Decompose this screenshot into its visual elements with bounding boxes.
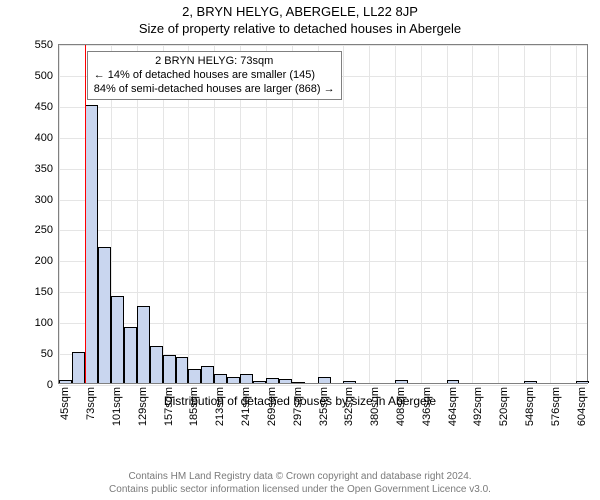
y-tick-label: 250 [35,224,53,236]
histogram-bar [343,381,356,383]
histogram-bar [214,374,227,383]
reference-line [85,45,86,383]
gridline-v [550,45,551,383]
chart-container: 2, BRYN HELYG, ABERGELE, LL22 8JP Size o… [0,0,600,500]
y-tick-label: 550 [35,39,53,51]
histogram-bar [227,377,240,383]
histogram-bar [59,380,72,383]
plot-region: 05010015020025030035040045050055045sqm73… [58,44,588,384]
gridline-v [421,45,422,383]
histogram-bar [292,382,305,383]
footer-line-2: Contains public sector information licen… [0,484,600,497]
y-tick-label: 450 [35,101,53,113]
histogram-bar [137,306,150,383]
gridline-v [343,45,344,383]
y-tick-label: 150 [35,286,53,298]
histogram-bar [395,380,408,383]
gridline-v [498,45,499,383]
histogram-bar [266,378,279,383]
title-address: 2, BRYN HELYG, ABERGELE, LL22 8JP [0,0,600,19]
histogram-bar [163,355,176,383]
histogram-bar [318,377,331,383]
histogram-bar [447,380,460,383]
annotation-line: 2 BRYN HELYG: 73sqm [94,55,335,69]
gridline-h [59,261,587,262]
y-tick-label: 350 [35,163,53,175]
y-tick-label: 0 [47,379,53,391]
gridline-h [59,169,587,170]
gridline-h [59,292,587,293]
y-tick-label: 500 [35,70,53,82]
y-tick-label: 200 [35,255,53,267]
histogram-bar [98,247,111,383]
footer-line-1: Contains HM Land Registry data © Crown c… [0,471,600,484]
histogram-bar [72,352,85,383]
histogram-bar [240,374,253,383]
histogram-bar [85,105,98,383]
gridline-v [524,45,525,383]
annotation-box: 2 BRYN HELYG: 73sqm← 14% of detached hou… [87,51,342,100]
y-tick-label: 300 [35,194,53,206]
gridline-h [59,385,587,386]
histogram-bar [279,379,292,383]
histogram-bar [124,327,137,383]
annotation-line: 84% of semi-detached houses are larger (… [94,83,335,97]
gridline-h [59,107,587,108]
histogram-bar [201,366,214,383]
histogram-bar [111,296,124,383]
gridline-h [59,45,587,46]
gridline-v [369,45,370,383]
gridline-h [59,138,587,139]
chart-area: Number of detached properties 0501001502… [0,40,600,450]
y-tick-label: 100 [35,317,53,329]
histogram-bar [176,357,189,383]
gridline-v [576,45,577,383]
gridline-h [59,230,587,231]
gridline-v [472,45,473,383]
gridline-v [59,45,60,383]
histogram-bar [576,381,589,383]
y-tick-label: 50 [41,348,53,360]
x-axis-label: Distribution of detached houses by size … [0,394,600,408]
gridline-v [395,45,396,383]
footer-attribution: Contains HM Land Registry data © Crown c… [0,471,600,496]
y-tick-label: 400 [35,132,53,144]
gridline-v [447,45,448,383]
histogram-bar [188,369,201,383]
title-subtitle: Size of property relative to detached ho… [0,19,600,38]
histogram-bar [524,381,537,383]
histogram-bar [253,381,266,383]
gridline-h [59,200,587,201]
annotation-line: ← 14% of detached houses are smaller (14… [94,69,335,83]
histogram-bar [150,346,163,383]
